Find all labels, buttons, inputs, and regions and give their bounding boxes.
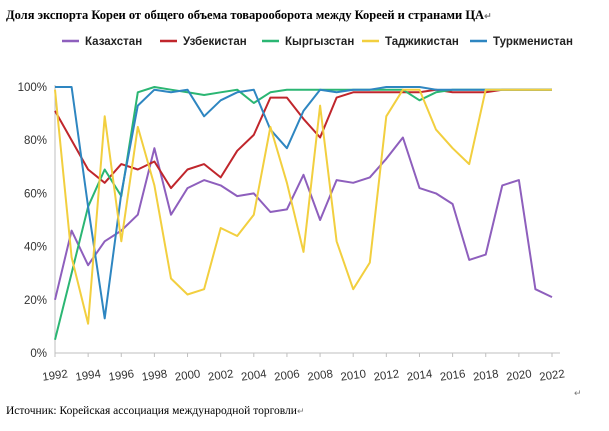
source-note: Источник: Корейская ассоциация междунаро…	[6, 405, 305, 417]
x-tick-label: 2022	[539, 368, 566, 383]
y-tick-label: 100%	[18, 82, 47, 94]
x-tick-label: 1996	[108, 368, 135, 383]
chart-title: Доля экспорта Кореи от общего объема тов…	[6, 8, 492, 22]
legend-label-tajikistan: Таджикистан	[385, 36, 459, 48]
paragraph-mark: ↵	[484, 11, 492, 21]
legend-label-uzbekistan: Узбекистан	[183, 36, 247, 48]
x-tick-label: 2014	[406, 368, 434, 384]
series-line-tajikistan	[54, 88, 552, 325]
paragraph-mark: ↵	[296, 406, 305, 416]
legend-label-turkmenistan: Туркменистан	[493, 36, 573, 48]
x-tick-label: 2020	[505, 368, 532, 383]
legend: Казахстан Узбекистан Кыргызстан Таджикистан…	[62, 36, 573, 48]
y-tick-label: 40%	[24, 242, 47, 254]
series-line-turkmenistan	[55, 86, 552, 320]
axes: 0% 20% 40% 60% 80% 100% 1992 1994 1996 1998 2000 20…	[18, 82, 566, 384]
x-tick-label: 1992	[42, 368, 69, 383]
x-tick-label: 2002	[207, 368, 234, 383]
y-tick-label: 80%	[24, 135, 47, 147]
series-lines	[54, 86, 553, 340]
x-tick-label: 2012	[373, 368, 400, 383]
x-tick-label: 2018	[472, 368, 499, 383]
x-tick-label: 2004	[240, 368, 268, 384]
y-tick-label: 0%	[30, 348, 47, 360]
x-tick-label: 2008	[307, 368, 334, 383]
y-tick-label: 60%	[24, 188, 47, 200]
x-tick-label: 1998	[141, 368, 168, 383]
y-tick-label: 20%	[24, 295, 47, 307]
legend-label-kazakhstan: Казахстан	[85, 36, 142, 48]
x-tick-label: 2016	[439, 368, 466, 383]
x-tick-label: 2000	[174, 368, 201, 383]
paragraph-mark-end: ↵	[574, 388, 582, 398]
x-tick-label: 2010	[340, 368, 367, 383]
x-tick-label: 1994	[75, 368, 103, 384]
series-line-uzbekistan	[54, 88, 552, 190]
x-tick-label: 2006	[274, 368, 301, 383]
series-line-kazakhstan	[54, 136, 553, 301]
legend-label-kyrgyzstan: Кыргызстан	[285, 36, 354, 48]
